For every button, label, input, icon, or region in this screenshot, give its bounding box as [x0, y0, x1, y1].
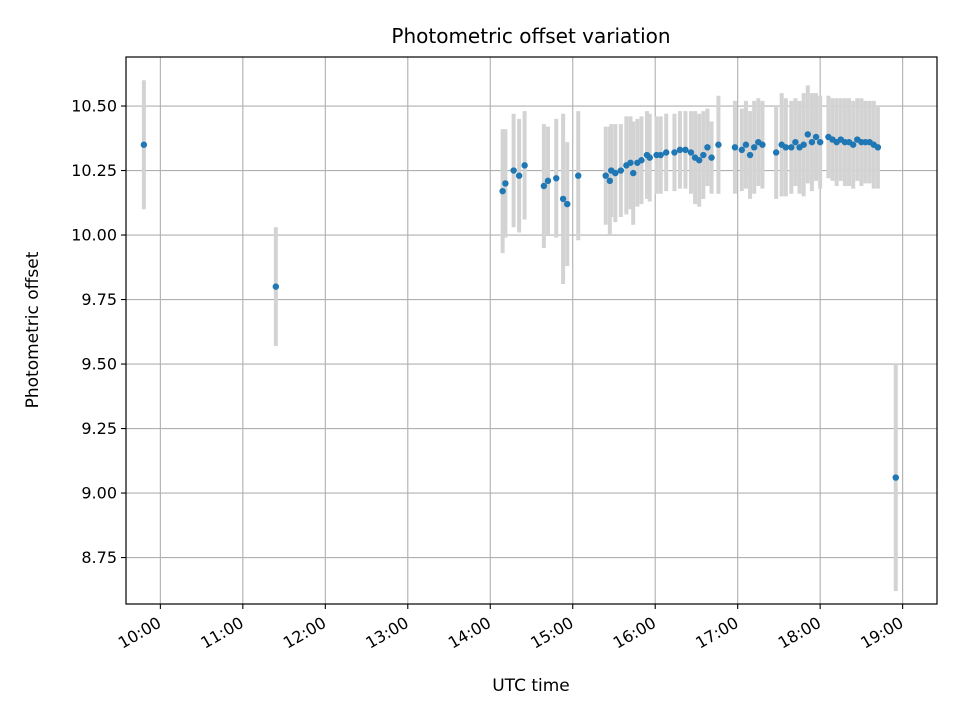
data-point	[874, 144, 882, 151]
y-tick-label: 9.50	[81, 355, 117, 374]
data-point	[792, 138, 799, 146]
data-point	[671, 149, 678, 156]
plot-area-frame	[125, 56, 938, 605]
data-point	[788, 144, 795, 151]
data-point	[564, 200, 571, 208]
data-point	[715, 141, 722, 148]
data-point	[575, 172, 582, 179]
data-point	[630, 169, 637, 177]
data-point	[708, 154, 715, 161]
data-point	[731, 144, 739, 151]
y-tick-label: 10.00	[71, 226, 117, 245]
data-point	[606, 177, 614, 185]
x-axis-title: UTC time	[492, 676, 570, 696]
data-point	[272, 283, 280, 290]
data-point	[617, 167, 625, 174]
data-point	[515, 172, 523, 179]
data-point	[638, 157, 645, 164]
data-point	[892, 474, 899, 481]
y-axis-ticks: 8.75 9.00 9.25 9.50 9.75 10.00 10.25 10.50	[71, 97, 126, 567]
data-point	[742, 141, 750, 148]
data-point	[663, 149, 670, 156]
data-point	[804, 131, 811, 138]
data-point	[657, 151, 664, 159]
data-point	[521, 162, 528, 169]
data-point	[646, 154, 653, 161]
y-tick-label: 9.75	[81, 290, 117, 309]
data-point	[687, 149, 695, 156]
data-point	[800, 141, 807, 148]
data-point	[750, 144, 758, 151]
data-point	[676, 146, 684, 154]
data-point	[559, 195, 567, 203]
data-point	[700, 151, 707, 159]
data-point	[759, 141, 766, 148]
data-point	[510, 167, 517, 174]
data-point	[704, 144, 711, 151]
data-points	[140, 131, 899, 481]
data-point	[682, 146, 689, 154]
data-point	[746, 151, 754, 159]
data-point	[612, 169, 619, 177]
chart-title: Photometric offset variation	[391, 24, 670, 48]
data-point	[738, 146, 746, 154]
data-point	[782, 144, 789, 151]
data-point	[849, 141, 857, 148]
data-point	[627, 159, 634, 166]
data-point	[695, 157, 703, 164]
data-point	[816, 138, 824, 146]
data-point	[812, 133, 820, 141]
y-tick-label: 9.00	[81, 484, 117, 503]
data-point	[540, 182, 548, 190]
data-point	[808, 138, 816, 146]
data-point	[140, 141, 148, 148]
data-point	[502, 180, 509, 187]
data-point	[602, 172, 609, 179]
data-point	[772, 149, 780, 156]
y-tick-label: 8.75	[81, 548, 117, 567]
data-point	[544, 177, 552, 185]
y-tick-label: 9.25	[81, 419, 117, 438]
data-point	[499, 187, 506, 195]
y-tick-label: 10.25	[71, 161, 117, 180]
y-axis-title: Photometric offset	[23, 251, 43, 408]
data-point	[553, 175, 560, 182]
y-tick-label: 10.50	[71, 97, 117, 116]
